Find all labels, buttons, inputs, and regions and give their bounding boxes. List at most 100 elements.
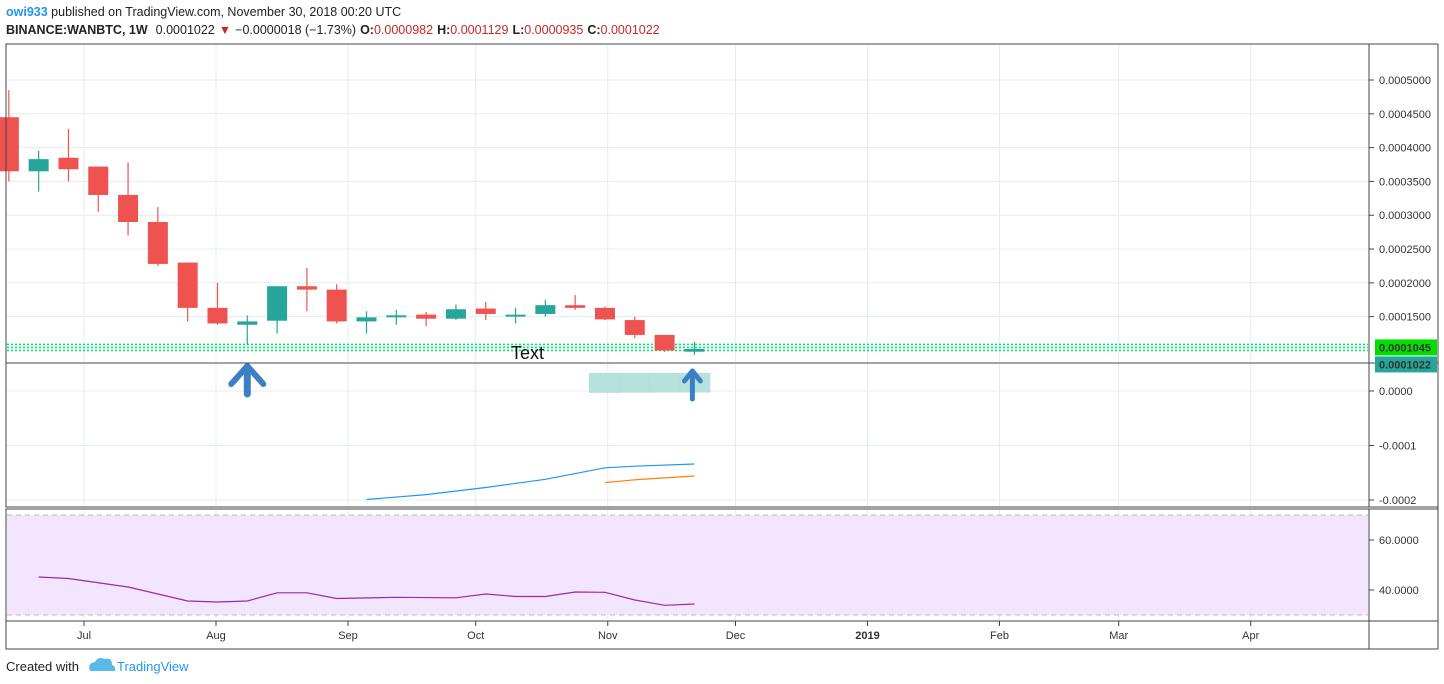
candle-up: [267, 286, 288, 334]
down-triangle-icon: ▼: [219, 23, 231, 37]
rsi-band: [7, 514, 1368, 616]
time-tick-label: Oct: [467, 630, 484, 642]
candle-down: [0, 90, 19, 182]
price-tick-label: 0.0004500: [1379, 109, 1431, 121]
time-tick-label: Mar: [1109, 630, 1128, 642]
annotation-text[interactable]: Text: [511, 343, 544, 363]
candle-up: [445, 304, 466, 321]
up-arrow-icon: [228, 363, 267, 398]
candle-up: [28, 151, 49, 192]
candle-body: [118, 194, 139, 222]
price-tick-label: 0.0002000: [1379, 278, 1431, 290]
low-value: 0.0000935: [524, 23, 583, 37]
candle-up: [386, 309, 407, 325]
symbol-label: BINANCE:WANBTC, 1W: [6, 23, 148, 37]
created-with-text: Created with: [6, 659, 79, 674]
candle-body: [356, 317, 377, 322]
candle-up: [237, 315, 258, 346]
candle-body: [505, 314, 526, 317]
candle-body: [326, 289, 347, 322]
time-tick-label: Apr: [1242, 630, 1259, 642]
candle-body: [207, 307, 228, 324]
macd-tick-label: -0.0002: [1379, 495, 1416, 507]
time-tick-label: 2019: [855, 630, 879, 642]
candle-body: [624, 320, 645, 335]
time-tick-label: Nov: [598, 630, 618, 642]
candle-up: [505, 307, 526, 324]
high-value: 0.0001129: [450, 23, 508, 37]
candle-body: [147, 222, 168, 264]
signal-line: [604, 475, 695, 484]
price-label-box: 0.0001045: [1375, 339, 1437, 356]
close-value: 0.0001022: [601, 23, 660, 37]
change-value: −0.0000018 (−1.73%): [235, 23, 356, 37]
open-value: 0.0000982: [374, 23, 433, 37]
published-text: published on TradingView.com, November 3…: [48, 5, 401, 19]
candle-body: [296, 286, 317, 290]
candle-body: [416, 314, 437, 319]
candle-down: [654, 334, 675, 352]
candle-down: [88, 166, 109, 212]
candle-up: [535, 299, 556, 317]
tradingview-cloud-icon: [89, 658, 116, 671]
arrows: [228, 363, 703, 402]
price-tick-label: 0.0002500: [1379, 244, 1431, 256]
grid-layer: [7, 45, 1368, 620]
published-line: owi933 published on TradingView.com, Nov…: [6, 5, 401, 19]
time-tick-label: Sep: [338, 630, 358, 642]
histogram-bar: [618, 373, 651, 393]
rsi-band-fill: [7, 515, 1368, 615]
candle-body: [237, 321, 258, 325]
price-label-text: 0.0001045: [1379, 342, 1431, 354]
candle-down: [207, 282, 228, 325]
author-link[interactable]: owi933: [6, 5, 48, 19]
ohlc-line: BINANCE:WANBTC, 1W 0.0001022 ▼ −0.0000018 (…: [6, 23, 660, 37]
candle-down: [594, 306, 615, 321]
price-tick-label: 0.0005000: [1379, 75, 1431, 87]
candle-body: [28, 159, 49, 172]
candle-down: [58, 128, 79, 182]
macd-histogram: [588, 373, 711, 393]
histogram-bar: [588, 373, 621, 393]
up-arrow-icon: [681, 368, 703, 402]
rsi-tick-label: 40.0000: [1379, 585, 1419, 597]
macd-tick-label: -0.0001: [1379, 441, 1416, 453]
last-price: 0.0001022: [156, 23, 215, 37]
macd-line: [366, 463, 695, 501]
price-tick-label: 0.0003500: [1379, 176, 1431, 188]
price-label-bg: [1375, 339, 1437, 356]
candle-body: [177, 262, 198, 308]
time-tick-label: Dec: [726, 630, 746, 642]
candle-body: [386, 315, 407, 318]
histogram-bar: [648, 373, 681, 393]
candle-down: [565, 295, 586, 310]
time-tick-label: Aug: [206, 630, 226, 642]
candle-up: [356, 311, 377, 334]
time-tick-label: Jul: [77, 630, 91, 642]
price-label-box: 0.0001022: [1375, 356, 1437, 373]
candle-up: [684, 341, 705, 355]
candle-body: [475, 308, 496, 314]
macd-tick-label: 0.0000: [1379, 386, 1413, 398]
price-label-text: 0.0001022: [1379, 359, 1431, 371]
candle-down: [177, 262, 198, 322]
price-tick-label: 0.0003000: [1379, 210, 1431, 222]
candle-body: [58, 157, 79, 170]
candle-down: [296, 267, 317, 312]
candle-body: [445, 309, 466, 319]
candle-body: [654, 334, 675, 351]
candle-down: [624, 316, 645, 339]
candle-down: [326, 284, 347, 324]
price-label-bg: [1375, 356, 1437, 373]
candle-body: [565, 305, 586, 308]
price-tick-label: 0.0004000: [1379, 143, 1431, 155]
candle-down: [147, 207, 168, 266]
candle-body: [535, 305, 556, 314]
candle-down: [416, 311, 437, 327]
tradingview-brand-link[interactable]: TradingView: [117, 659, 189, 674]
indicator-lines: [38, 463, 695, 606]
time-tick-label: Feb: [990, 630, 1009, 642]
candle-down: [118, 162, 139, 236]
rsi-line: [38, 576, 695, 606]
